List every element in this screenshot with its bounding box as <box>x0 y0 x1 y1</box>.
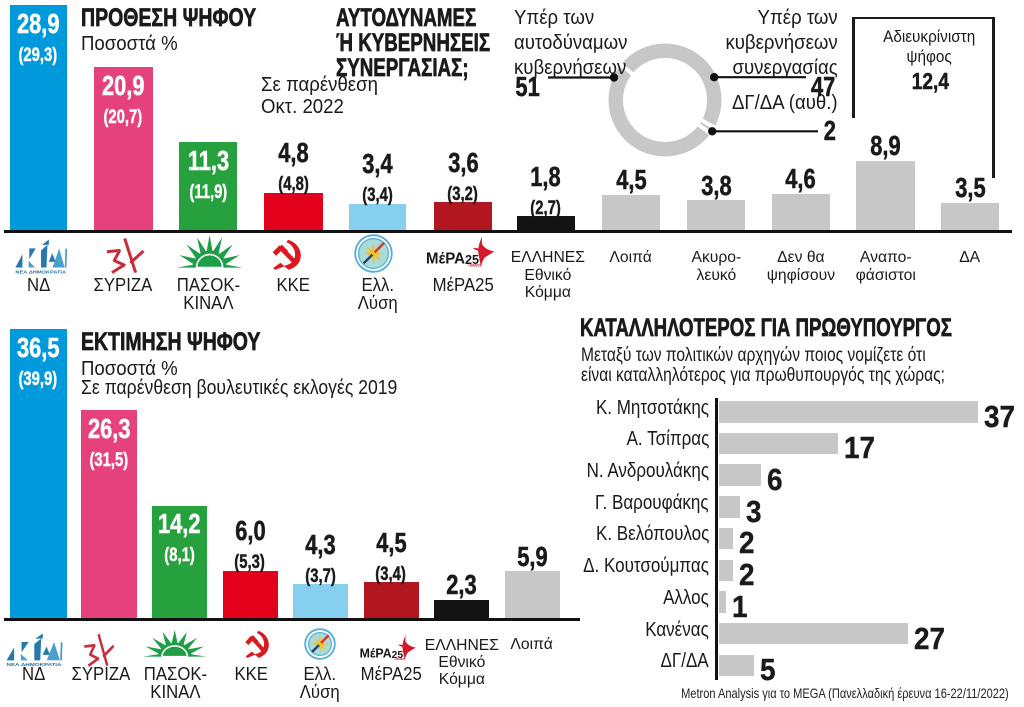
svg-text:ΜέΡΑ: ΜέΡΑ <box>360 646 392 661</box>
svg-text:ΝΕΑ ΔΗΜΟΚΡΑΤΙΑ: ΝΕΑ ΔΗΜΟΚΡΑΤΙΑ <box>7 662 63 666</box>
svg-text:+DiEM25: +DiEM25 <box>468 264 482 268</box>
svg-text:25: 25 <box>465 253 479 267</box>
svg-text:ΜέΡΑ: ΜέΡΑ <box>426 251 465 267</box>
svg-text:+DiEM25: +DiEM25 <box>394 657 405 660</box>
svg-text:25: 25 <box>392 650 404 660</box>
svg-text:ΝΕΑ ΔΗΜΟΚΡΑΤΙΑ: ΝΕΑ ΔΗΜΟΚΡΑΤΙΑ <box>15 269 66 274</box>
